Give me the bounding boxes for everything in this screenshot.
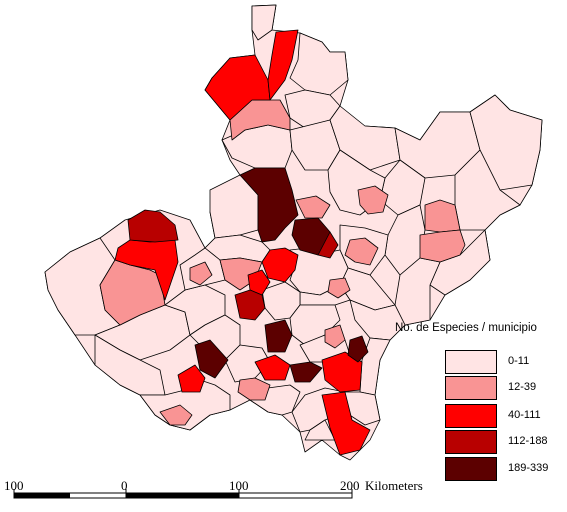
municipality-0-11 <box>349 299 406 341</box>
legend-item-1: 12-39 <box>445 376 560 400</box>
legend-swatch <box>445 457 497 481</box>
municipality-12-39 <box>159 404 193 426</box>
municipality-40-111 <box>321 351 363 393</box>
municipality-12-39 <box>424 199 461 233</box>
municipality-112-188 <box>127 209 179 243</box>
municipality-12-39 <box>419 229 466 263</box>
municipality-112-188 <box>234 289 266 321</box>
municipality-12-39 <box>327 277 351 299</box>
municipality-189-339 <box>289 361 323 383</box>
municipality-0-11 <box>289 32 349 96</box>
scale-bar <box>13 489 353 499</box>
scale-tick-label: 100 <box>229 478 249 493</box>
municipality-0-11 <box>304 419 336 441</box>
municipality-0-11 <box>289 304 341 346</box>
legend-label: 112-188 <box>508 435 548 447</box>
legend-item-0: 0-11 <box>445 350 560 374</box>
municipality-189-339 <box>239 167 299 243</box>
municipality-0-11 <box>329 105 401 171</box>
municipality-12-39 <box>357 185 389 215</box>
scale-tick-label: 0 <box>121 478 128 493</box>
municipality-189-339 <box>194 339 229 379</box>
legend-label: 12-39 <box>508 381 537 393</box>
legend-item-2: 40-111 <box>445 404 560 428</box>
municipality-40-111 <box>254 354 291 381</box>
scale-tick-label: 200 <box>340 478 360 493</box>
legend-title: No. de Especies / municipio <box>395 322 537 334</box>
municipality-189-339 <box>264 319 293 353</box>
municipality-12-39 <box>189 261 213 286</box>
scale-tick-label: 100 <box>4 478 24 493</box>
legend-label: 40-111 <box>508 409 541 421</box>
municipality-12-39 <box>324 324 346 349</box>
municipality-40-111 <box>261 247 299 283</box>
legend-swatch <box>445 404 497 428</box>
legend-item-3: 112-188 <box>445 430 560 454</box>
municipality-189-339 <box>291 217 331 256</box>
municipality-40-111 <box>267 29 299 101</box>
legend-swatch <box>445 350 497 374</box>
legend-swatch <box>445 376 497 400</box>
municipality-40-111 <box>247 269 271 296</box>
municipality-40-111 <box>177 364 206 393</box>
legend-label: 189-339 <box>508 462 549 474</box>
municipality-12-39 <box>237 377 271 401</box>
scale-unit-label: Kilometers <box>365 478 423 493</box>
legend-swatch <box>445 430 497 454</box>
municipality-189-339 <box>347 335 369 363</box>
municipality-40-111 <box>321 391 371 456</box>
municipality-0-11 <box>251 4 277 41</box>
municipality-12-39 <box>295 195 331 219</box>
municipality-12-39 <box>344 237 379 266</box>
legend-label: 0-11 <box>508 355 530 367</box>
legend-item-4: 189-339 <box>445 457 560 481</box>
